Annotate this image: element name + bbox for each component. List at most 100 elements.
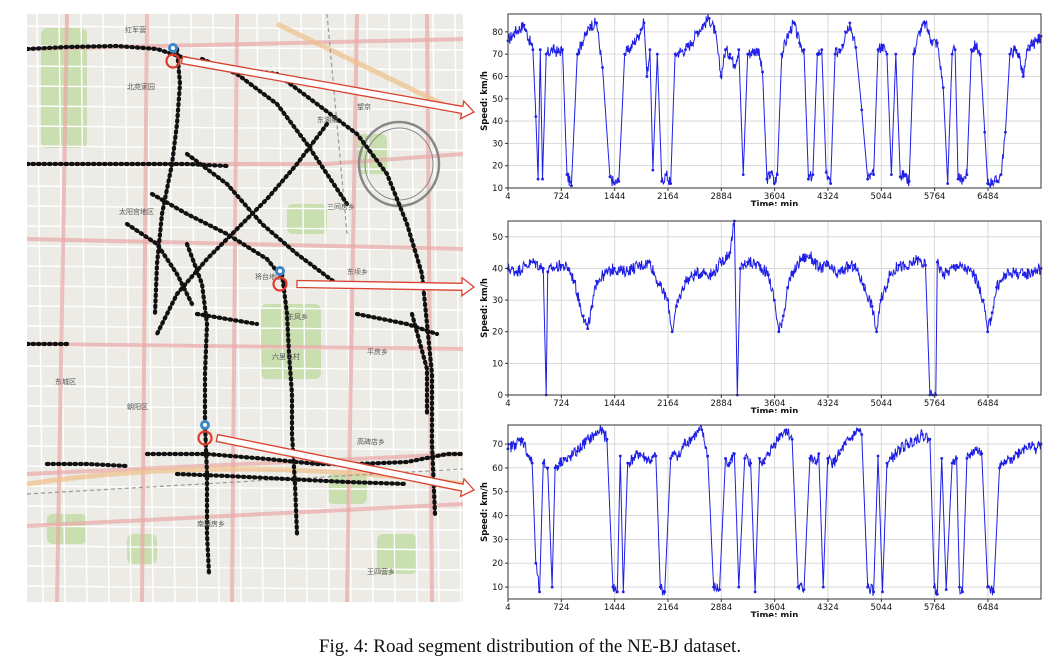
major-road (140, 14, 149, 602)
speed-data-point (692, 273, 696, 277)
speed-data-point (682, 442, 686, 446)
map-place-label: 将台地区 (255, 272, 283, 281)
speed-data-point (713, 30, 717, 34)
speed-data-point (550, 48, 554, 52)
x-tick-label: 1444 (604, 399, 626, 409)
speed-data-point (852, 263, 856, 267)
speed-data-point (974, 447, 978, 451)
speed-data-point (775, 173, 779, 177)
minor-street (27, 385, 463, 391)
speed-data-point (737, 48, 741, 52)
speed-data-point (946, 182, 950, 185)
minor-street (27, 585, 463, 591)
y-tick-label: 10 (492, 184, 503, 194)
location-pin-center (203, 423, 207, 427)
speed-data-point (841, 43, 844, 47)
speed-data-point (932, 585, 936, 589)
speed-data-point (621, 590, 625, 594)
speed-data-point (732, 63, 736, 67)
speed-data-point (852, 433, 856, 436)
speed-data-point (928, 437, 932, 441)
speed-data-point (627, 48, 631, 52)
speed-data-point (632, 41, 636, 45)
speed-data-point (701, 270, 705, 274)
speed-data-point (737, 585, 741, 589)
speed-data-point (605, 437, 609, 441)
sensor-segment (124, 221, 195, 307)
speed-data-point (595, 279, 598, 283)
speed-data-point (608, 175, 612, 179)
y-tick-label: 40 (492, 117, 503, 127)
x-tick-label: 4 (505, 603, 510, 613)
speed-data-point (728, 461, 732, 465)
speed-data-point (513, 442, 517, 446)
speed-data-point (706, 454, 710, 458)
speed-data-point (621, 270, 625, 274)
y-axis-label: Speed: km/h (480, 278, 490, 338)
speed-chart-middle: 4 724 1444 2164 2884 3604 4324 5044 5764 6484 0 10 2… (480, 219, 1043, 413)
speed-data-point (1030, 270, 1034, 274)
speed-data-point (753, 590, 757, 594)
speed-data-point (586, 327, 590, 330)
speed-data-point (550, 585, 554, 589)
y-tick-label: 60 (492, 464, 503, 474)
sensor-segment (154, 121, 330, 337)
speed-data-point (626, 461, 630, 465)
y-tick-label: 40 (492, 512, 503, 522)
speed-data-point (981, 298, 985, 302)
speed-data-point (756, 48, 760, 52)
speed-data-point (617, 179, 621, 183)
speed-data-point (986, 585, 990, 589)
speed-data-point (972, 273, 976, 277)
speed-data-point (790, 273, 794, 277)
speed-data-point (602, 273, 606, 277)
speed-data-point (829, 182, 833, 185)
speed-data-point (534, 115, 538, 119)
y-tick-label: 30 (492, 296, 503, 306)
speed-data-point (969, 452, 973, 456)
speed-data-point (964, 267, 967, 270)
selected-sensor-ring (272, 276, 288, 292)
speed-data-point (743, 456, 747, 460)
speed-data-point (826, 263, 830, 267)
speed-data-point (790, 437, 794, 441)
y-tick-label: 50 (492, 95, 503, 105)
speed-data-point (689, 41, 693, 45)
y-tick-label: 70 (492, 440, 503, 450)
speed-data-point (1035, 39, 1038, 43)
speed-data-point (593, 433, 597, 436)
x-tick-label: 4 (505, 399, 510, 409)
speed-data-point (866, 177, 870, 181)
speed-data-point (938, 267, 942, 270)
speed-data-point (648, 260, 652, 264)
minor-street (36, 14, 44, 602)
speed-data-point (541, 177, 544, 181)
speed-data-point (821, 585, 825, 589)
speed-data-point (700, 428, 704, 432)
speed-data-point (750, 50, 754, 54)
speed-data-point (929, 39, 933, 43)
speed-data-point (855, 428, 859, 432)
speed-data-point (673, 52, 677, 56)
speed-data-point (639, 28, 643, 32)
speed-data-point (570, 184, 573, 188)
sensor-segment (194, 311, 260, 327)
sensor-segment (149, 191, 290, 287)
speed-data-point (701, 23, 705, 27)
speed-series-line (507, 14, 1042, 188)
speed-data-point (580, 41, 584, 45)
speed-data-points (506, 219, 1043, 397)
speed-data-point (664, 173, 668, 177)
speed-data-point (678, 454, 681, 458)
speed-data-point (546, 466, 550, 470)
speed-data-point (657, 282, 661, 286)
speed-data-point (817, 267, 821, 270)
speed-data-point (565, 173, 569, 177)
y-axis-label: Speed: km/h (480, 71, 490, 131)
major-road (27, 342, 463, 351)
sensor-segment (184, 151, 340, 287)
speed-data-point (999, 279, 1003, 283)
speed-chart-top: 4 724 1444 2164 2884 3604 4324 5044 5764 6484 10 20… (480, 13, 1043, 206)
minor-street (27, 185, 463, 191)
y-axis-label: Speed: km/h (480, 482, 490, 542)
